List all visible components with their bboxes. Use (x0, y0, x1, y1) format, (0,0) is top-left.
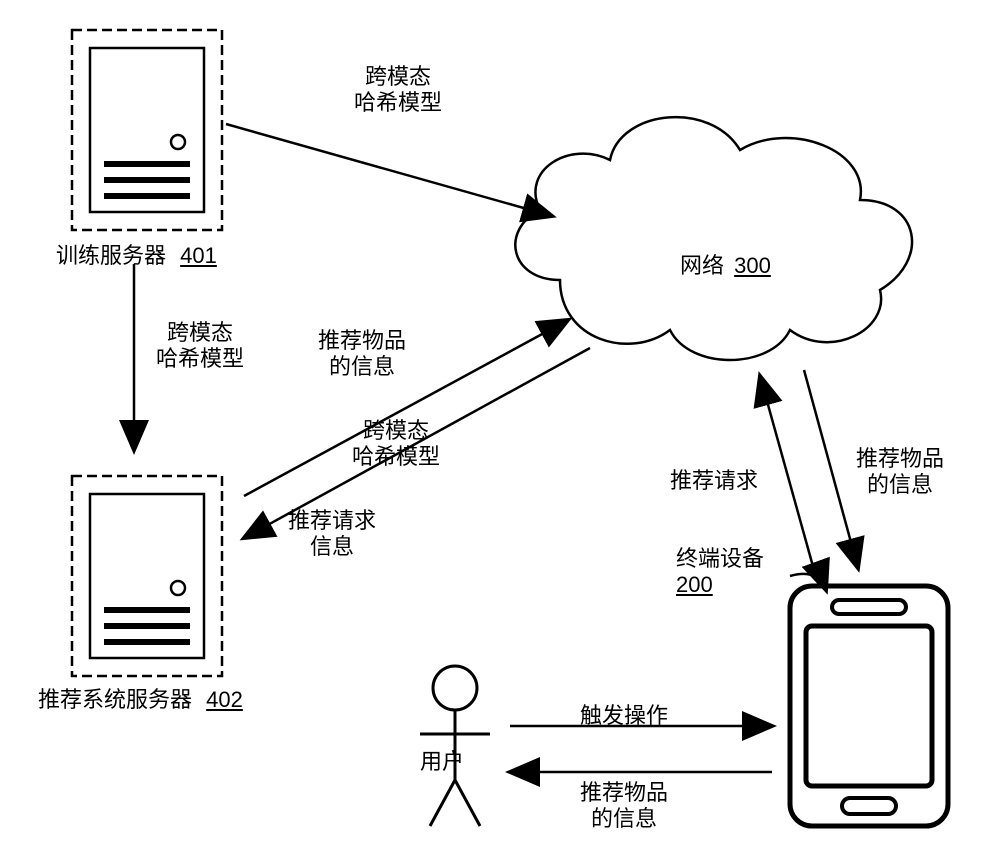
training-server-label: 训练服务器 401 (56, 238, 217, 270)
edge8-label: 触发操作 (580, 698, 668, 730)
edge9-label-l2: 的信息 (580, 806, 668, 832)
edge1-label: 跨模态 哈希模型 (354, 64, 442, 117)
recommendation-server-label-text: 推荐系统服务器 (38, 687, 192, 712)
recommendation-server-label-num: 402 (206, 687, 243, 712)
edge9-label: 推荐物品 的信息 (580, 780, 668, 833)
edge5-label-l1: 推荐请求 (288, 508, 376, 534)
diagram-canvas (0, 0, 1000, 856)
edge7-label-h-l1: 推荐物品 (856, 446, 944, 472)
training-server-label-text: 训练服务器 (56, 243, 166, 268)
edge8-label-text: 触发操作 (580, 703, 668, 728)
edge9-label-l1: 推荐物品 (580, 780, 668, 806)
network-label-text: 网络 (680, 253, 724, 278)
user-label-text: 用户 (420, 749, 464, 774)
edge3-label-l2: 的信息 (318, 354, 406, 380)
edge3-label-l1: 推荐物品 (318, 328, 406, 354)
edge7-label-h: 推荐物品 的信息 (856, 446, 944, 499)
edge-phone-cloud-req (760, 376, 814, 570)
terminal-label-num: 200 (676, 572, 713, 598)
edge5-label: 推荐请求 信息 (288, 508, 376, 561)
recommendation-server-icon (72, 476, 222, 676)
edge4-label: 跨模态 哈希模型 (352, 418, 440, 471)
recommendation-server-label: 推荐系统服务器 402 (38, 682, 243, 714)
edge5-label-l2: 信息 (288, 534, 376, 560)
edge2-label-l2: 哈希模型 (156, 346, 244, 372)
terminal-label-text: 终端设备 (676, 546, 764, 572)
edge1-label-l1: 跨模态 (354, 64, 442, 90)
edge3-label: 推荐物品 的信息 (318, 328, 406, 381)
edge1-label-l2: 哈希模型 (354, 90, 442, 116)
terminal-label: 终端设备 200 (676, 546, 764, 599)
phone-icon (790, 586, 948, 826)
training-server-label-num: 401 (180, 243, 217, 268)
edge6-label-h-text: 推荐请求 (670, 468, 758, 494)
edge2-label-l1: 跨模态 (156, 320, 244, 346)
network-label: 网络 300 (680, 248, 771, 280)
user-label: 用户 (420, 744, 464, 776)
edge4-label-l1: 跨模态 (352, 418, 440, 444)
edge-server1-cloud (226, 124, 552, 216)
network-label-num: 300 (734, 253, 771, 278)
edge-cloud-phone-info (804, 370, 858, 568)
edge7-label-h-l2: 的信息 (856, 472, 944, 498)
training-server-icon (72, 30, 222, 230)
edge4-label-l2: 哈希模型 (352, 444, 440, 470)
cloud-icon (515, 117, 912, 360)
edge6-label-h: 推荐请求 (670, 468, 758, 494)
edge2-label: 跨模态 哈希模型 (156, 320, 244, 373)
